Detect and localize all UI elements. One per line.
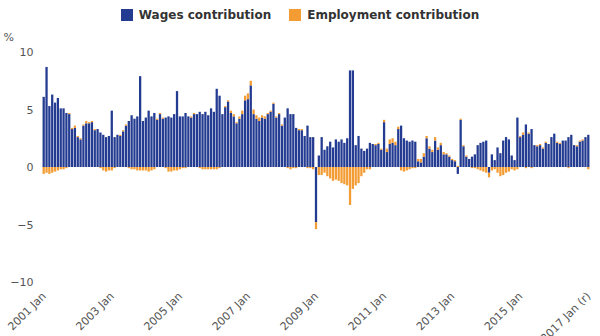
svg-text:2015 Jan: 2015 Jan (482, 290, 525, 333)
svg-text:−10: −10 (10, 276, 33, 289)
svg-text:2013 Jan: 2013 Jan (414, 290, 457, 333)
svg-text:2007 Jan: 2007 Jan (210, 290, 253, 333)
svg-text:2009 Jan: 2009 Jan (278, 290, 321, 333)
svg-text:2017 Jan (r): 2017 Jan (r) (538, 290, 593, 336)
svg-text:%: % (4, 31, 14, 44)
svg-text:2005 Jan: 2005 Jan (142, 290, 185, 333)
svg-text:2003 Jan: 2003 Jan (73, 290, 116, 333)
svg-text:−5: −5 (17, 219, 33, 232)
svg-text:2011 Jan: 2011 Jan (346, 290, 389, 333)
svg-text:0: 0 (27, 161, 34, 174)
html-text:Wages contribution: Wages contribution (138, 8, 272, 22)
svg-text:5: 5 (27, 104, 34, 117)
html-text:Employment contribution: Employment contribution (307, 8, 480, 22)
svg-text:2001 Jan: 2001 Jan (5, 290, 48, 333)
svg-text:10: 10 (20, 46, 34, 59)
